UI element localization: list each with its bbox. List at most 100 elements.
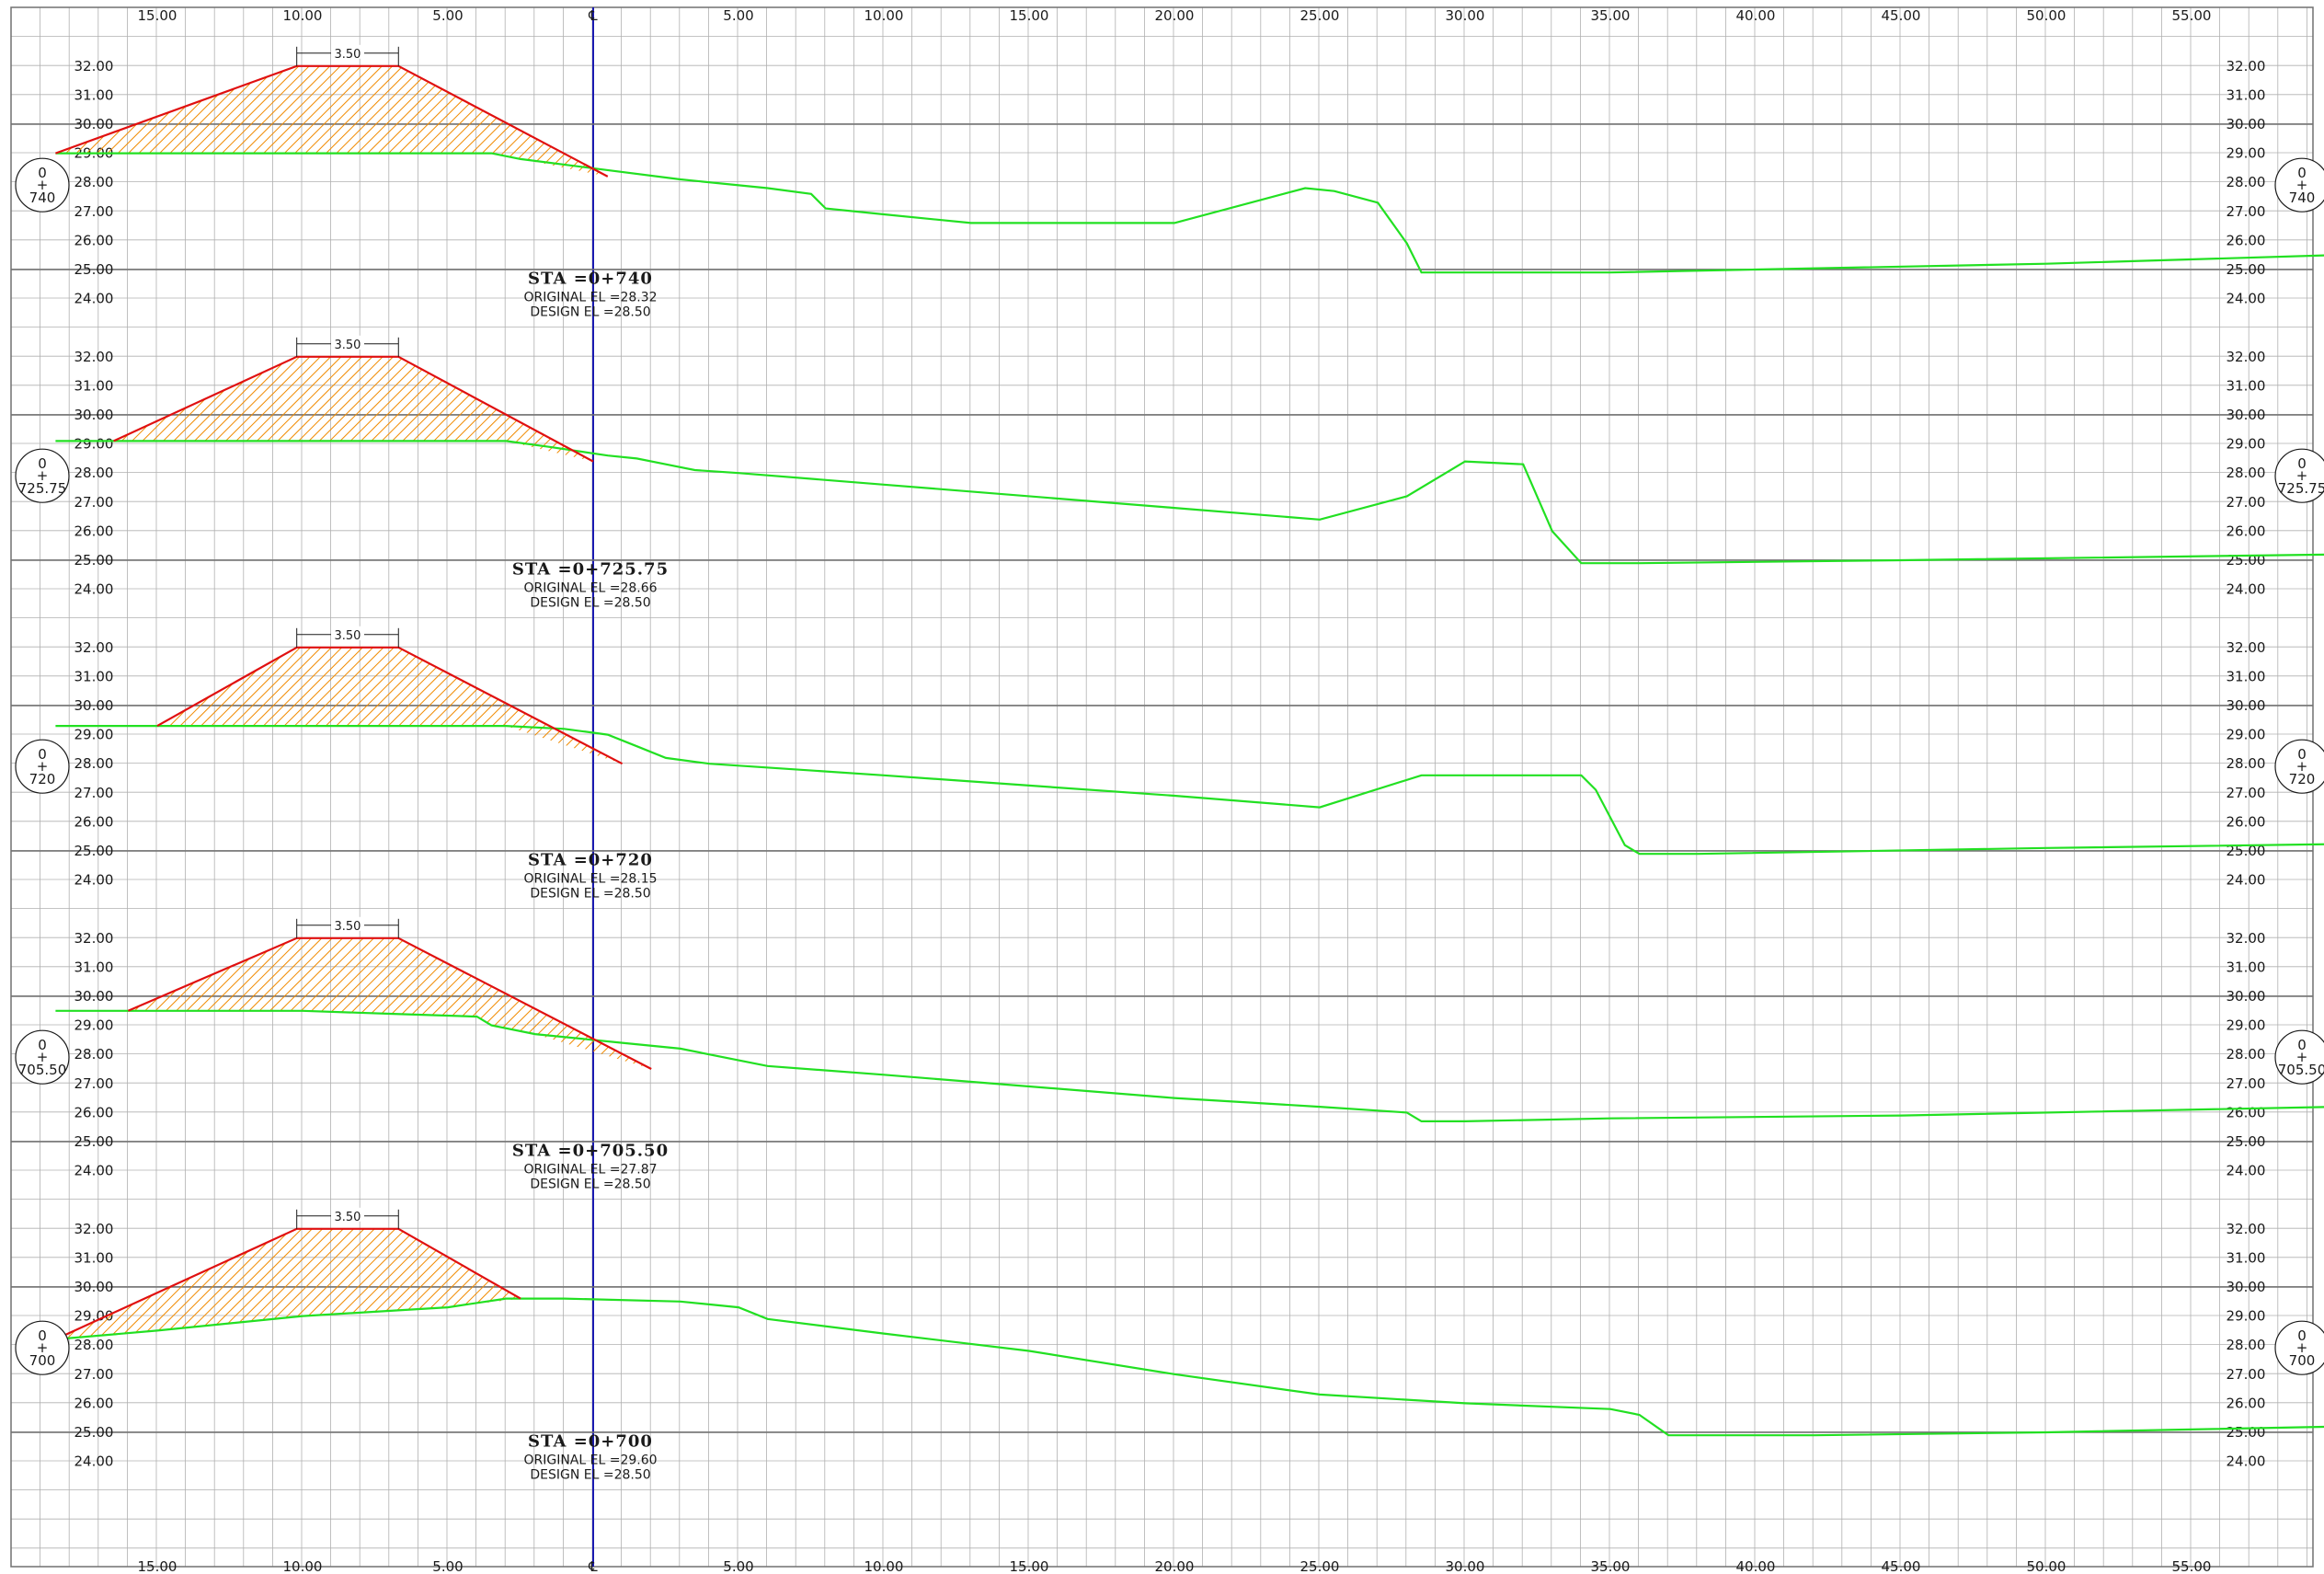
design-elevation: DESIGN EL =28.50 bbox=[530, 1178, 650, 1192]
offset-label-top: 30.00 bbox=[1446, 7, 1485, 24]
station-bubble bbox=[15, 739, 70, 794]
sections: 32.00 32.00 31.00 31.00 30.00 30.00 29.00 29.00… bbox=[11, 44, 2324, 1483]
dimension-label-bg bbox=[330, 44, 364, 59]
station-label: STA =0+740 bbox=[528, 270, 653, 289]
elevation-label-right: 25.00 bbox=[2227, 843, 2266, 859]
station-bubble bbox=[15, 1320, 70, 1375]
elevation-label-left: 26.00 bbox=[74, 523, 114, 539]
cut-fill-area bbox=[55, 65, 608, 177]
original-ground-line bbox=[55, 1009, 2324, 1123]
elevation-label-left: 25.00 bbox=[74, 1424, 114, 1441]
station-bubble-mid: + bbox=[37, 177, 49, 193]
station-label: STA =0+720 bbox=[528, 851, 653, 870]
offset-label-top: 45.00 bbox=[1882, 7, 1921, 24]
elevation-label-right: 29.00 bbox=[2227, 436, 2266, 453]
elevation-label-right: 30.00 bbox=[2227, 697, 2266, 714]
offset-label-top: 5.00 bbox=[432, 7, 463, 24]
station-bubble bbox=[2274, 1029, 2324, 1085]
elevation-label-right: 28.00 bbox=[2227, 755, 2266, 772]
elevation-label-left: 30.00 bbox=[74, 116, 114, 132]
station-bubble bbox=[2274, 157, 2324, 213]
elevation-label-right: 26.00 bbox=[2227, 523, 2266, 539]
cross-section-1: 32.00 32.00 31.00 31.00 30.00 30.00 29.00 29.00… bbox=[11, 335, 2324, 611]
axis-labels: 15.00 10.00 5.00 5.00 10.00 15.00 20.00 25.00 30… bbox=[138, 7, 2212, 1574]
dimension-label-bg bbox=[330, 916, 364, 931]
station-bubble bbox=[15, 448, 70, 503]
elevation-label-right: 32.00 bbox=[2227, 930, 2266, 947]
station-bubble-bottom: 700 bbox=[29, 1352, 56, 1369]
elevation-label-right: 28.00 bbox=[2227, 174, 2266, 190]
station-bubble-mid: + bbox=[37, 1049, 49, 1065]
station-bubble-bottom: 725.75 bbox=[18, 480, 67, 497]
elevation-label-left: 27.00 bbox=[74, 785, 114, 801]
offset-label-bottom: 20.00 bbox=[1155, 1558, 1195, 1574]
elevation-label-right: 24.00 bbox=[2227, 1453, 2266, 1470]
station-bubble-top: 0 bbox=[2297, 746, 2307, 763]
elevation-label-right: 26.00 bbox=[2227, 813, 2266, 830]
elevation-label-right: 26.00 bbox=[2227, 232, 2266, 248]
elevation-label-left: 32.00 bbox=[74, 639, 114, 656]
elevation-label-left: 26.00 bbox=[74, 813, 114, 830]
original-elevation: ORIGINAL EL =28.66 bbox=[523, 581, 657, 596]
dimension-label-bg bbox=[330, 626, 364, 640]
elevation-label-left: 27.00 bbox=[74, 1075, 114, 1092]
station-bubble-bottom: 740 bbox=[29, 190, 56, 206]
centerline-symbol-top: ℄ bbox=[588, 7, 598, 24]
elevation-label-right: 25.00 bbox=[2227, 1133, 2266, 1150]
offset-label-top: 50.00 bbox=[2027, 7, 2066, 24]
top-width-dimension: 3.50 bbox=[335, 920, 361, 934]
elevation-label-left: 32.00 bbox=[74, 1221, 114, 1237]
station-bubble-mid: + bbox=[37, 467, 49, 484]
dimension-label-bg bbox=[330, 335, 364, 350]
station-bubble-mid: + bbox=[2296, 758, 2308, 775]
elevation-label-right: 30.00 bbox=[2227, 116, 2266, 132]
station-bubble-mid: + bbox=[2296, 467, 2308, 484]
station-bubble-bottom: 720 bbox=[29, 771, 56, 787]
elevation-label-left: 24.00 bbox=[74, 291, 114, 307]
design-elevation: DESIGN EL =28.50 bbox=[530, 1468, 650, 1483]
elevation-label-right: 24.00 bbox=[2227, 872, 2266, 889]
elevation-label-left: 30.00 bbox=[74, 988, 114, 1005]
elevation-label-right: 29.00 bbox=[2227, 1017, 2266, 1034]
offset-label-top: 55.00 bbox=[2172, 7, 2212, 24]
elevation-label-left: 25.00 bbox=[74, 552, 114, 569]
elevation-label-right: 27.00 bbox=[2227, 494, 2266, 511]
station-bubble-top: 0 bbox=[38, 1327, 47, 1344]
top-width-dimension: 3.50 bbox=[335, 1211, 361, 1224]
station-bubble-bottom: 740 bbox=[2289, 190, 2316, 206]
elevation-label-right: 28.00 bbox=[2227, 1046, 2266, 1063]
offset-label-bottom: 10.00 bbox=[283, 1558, 323, 1574]
elevation-label-right: 30.00 bbox=[2227, 988, 2266, 1005]
offset-label-bottom: 40.00 bbox=[1736, 1558, 1776, 1574]
station-bubble bbox=[2274, 1320, 2324, 1375]
offset-label-top: 10.00 bbox=[283, 7, 323, 24]
elevation-label-right: 31.00 bbox=[2227, 959, 2266, 975]
elevation-label-right: 32.00 bbox=[2227, 639, 2266, 656]
station-bubble-top: 0 bbox=[38, 455, 47, 472]
station-bubble-bottom: 700 bbox=[2289, 1352, 2316, 1369]
offset-label-top: 5.00 bbox=[723, 7, 753, 24]
original-ground-line bbox=[55, 440, 2324, 565]
offset-label-bottom: 30.00 bbox=[1446, 1558, 1485, 1574]
offset-label-top: 25.00 bbox=[1300, 7, 1340, 24]
elevation-label-left: 31.00 bbox=[74, 1249, 114, 1266]
station-bubble bbox=[15, 157, 70, 213]
cut-fill-area bbox=[157, 647, 623, 764]
design-profile-line bbox=[127, 936, 652, 1070]
top-width-dimension: 3.50 bbox=[335, 48, 361, 62]
elevation-label-right: 29.00 bbox=[2227, 727, 2266, 743]
station-bubble bbox=[15, 1029, 70, 1085]
design-elevation: DESIGN EL =28.50 bbox=[530, 305, 650, 320]
station-label: STA =0+725.75 bbox=[512, 560, 669, 580]
cross-section-3: 32.00 32.00 31.00 31.00 30.00 30.00 29.00 29.00… bbox=[11, 916, 2324, 1192]
station-label: STA =0+705.50 bbox=[512, 1142, 669, 1161]
elevation-label-right: 31.00 bbox=[2227, 377, 2266, 394]
elevation-label-left: 27.00 bbox=[74, 203, 114, 220]
elevation-label-left: 32.00 bbox=[74, 349, 114, 365]
offset-label-bottom: 45.00 bbox=[1882, 1558, 1921, 1574]
original-elevation: ORIGINAL EL =27.87 bbox=[523, 1163, 657, 1178]
elevation-label-left: 25.00 bbox=[74, 261, 114, 278]
elevation-label-left: 31.00 bbox=[74, 959, 114, 975]
